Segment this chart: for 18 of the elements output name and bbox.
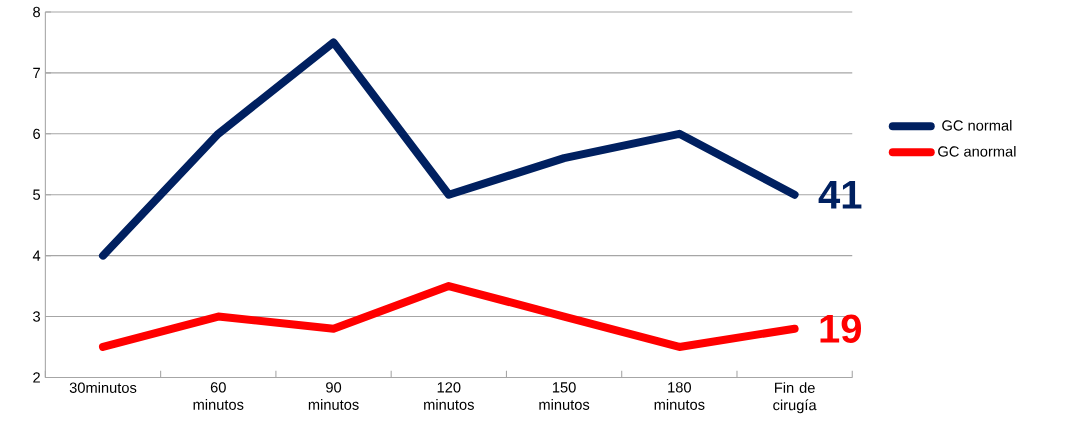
y-tick-label: 7 (33, 67, 40, 78)
x-tick-label: Fin de cirugía (773, 382, 817, 414)
x-tick-label: 180 minutos (654, 382, 705, 410)
y-tick-label: 5 (33, 189, 41, 200)
legend-label: GC anormal (938, 145, 1016, 157)
y-tick-label: 6 (33, 128, 40, 139)
x-tick-label: 60 minutos (193, 382, 244, 410)
y-tick-label: 2 (33, 372, 40, 383)
annotation: 41 (818, 180, 862, 209)
y-tick-label: 4 (32, 250, 41, 261)
x-tick-label: 150 minutos (539, 382, 590, 410)
x-tick-label: 90 minutos (308, 382, 359, 410)
x-tick-label: 30minutos (69, 382, 137, 393)
x-tick-label: 120 minutos (424, 382, 474, 410)
annotation: 19 (820, 314, 862, 343)
legend-label: GC normal (942, 119, 1012, 131)
y-tick-label: 3 (33, 311, 40, 322)
y-tick-label: 8 (33, 6, 40, 18)
